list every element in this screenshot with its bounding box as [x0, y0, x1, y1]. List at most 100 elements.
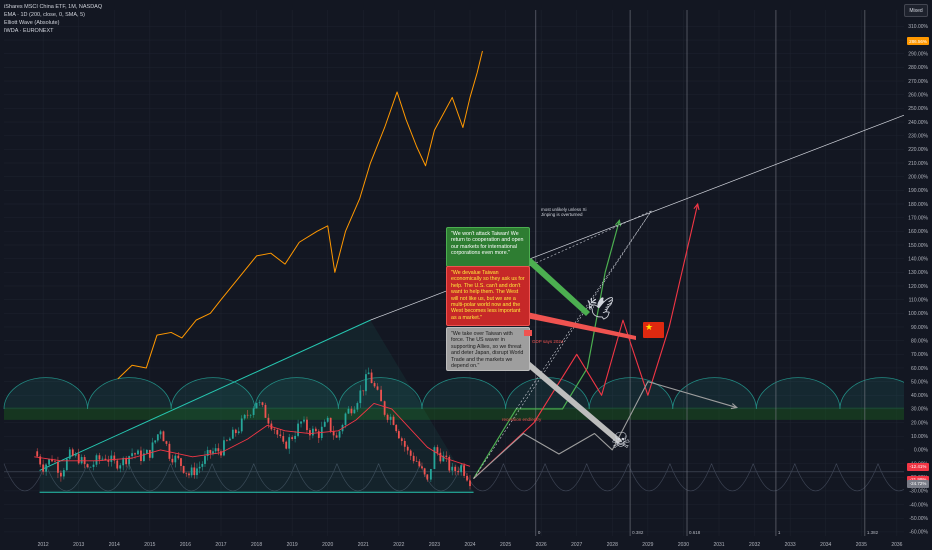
note-devaluation[interactable]: "We devalue Taiwan economically so they …: [446, 266, 530, 326]
candle-body: [439, 452, 442, 462]
mode-button[interactable]: Mixed: [904, 4, 928, 17]
series-line-5: [473, 381, 737, 480]
candle-body: [418, 461, 421, 467]
x-tick-label: 2027: [571, 542, 582, 548]
cycle-arcs: [3, 377, 924, 492]
candle-body: [317, 431, 320, 438]
x-tick-label: 2028: [607, 542, 618, 548]
x-axis[interactable]: 2012 2013 2014 2015 2016 2017 2018 2019 2020 2021…: [38, 542, 903, 548]
candle-body: [154, 440, 157, 443]
x-tick-label: 2013: [73, 542, 84, 548]
series-line-1: [34, 403, 471, 467]
candle-body: [60, 472, 62, 477]
candle-body: [344, 413, 347, 425]
candle-body: [367, 372, 370, 375]
candle-body: [291, 437, 294, 440]
cycle-wave: [3, 463, 920, 492]
y-tick-label: 220.00%: [908, 147, 928, 153]
y-tick-label: 20.00%: [911, 420, 929, 426]
candle-body: [409, 450, 412, 456]
x-tick-label: 2017: [215, 542, 226, 548]
candle-body: [463, 465, 465, 476]
series-line-4: [473, 203, 699, 480]
candle-body: [347, 408, 350, 414]
candle-body: [423, 468, 426, 475]
candle-body: [297, 423, 299, 436]
candle-body: [429, 468, 432, 480]
candle-body: [255, 402, 258, 409]
y-tick-label: 270.00%: [908, 79, 928, 85]
x-tick-label: 2026: [536, 542, 547, 548]
candle-body: [433, 447, 436, 469]
candle-body: [335, 435, 338, 438]
y-tick-label: 240.00%: [908, 120, 928, 126]
fib-label: 0: [537, 530, 541, 535]
y-tick-label: 260.00%: [908, 93, 928, 99]
x-tick-label: 2033: [785, 542, 796, 548]
symbol-title[interactable]: iShares MSCI China ETF, 1M, NASDAQ: [4, 4, 103, 10]
y-tick-label: 160.00%: [908, 229, 928, 235]
note-cooperation[interactable]: "We won't attack Taiwan! We return to co…: [446, 227, 530, 267]
candle-body: [249, 414, 252, 416]
y-axis[interactable]: -60.00%-50.00%-40.00%-30.00%-20.00%-10.0…: [904, 0, 932, 550]
indicator-elliott[interactable]: Elliott Wave (Absolute): [4, 20, 60, 26]
y-tick-label: 310.00%: [908, 24, 928, 30]
y-tick-label: 280.00%: [908, 65, 928, 71]
candle-body: [45, 464, 47, 472]
candles: [36, 367, 471, 490]
candle-body: [143, 453, 145, 462]
candle-body: [395, 424, 398, 432]
candle-body: [42, 464, 45, 472]
x-tick-label: 2032: [749, 542, 760, 548]
candle-body: [267, 417, 270, 424]
candle-body: [309, 430, 311, 436]
candle-body: [226, 440, 228, 441]
y-tick-label: 40.00%: [911, 393, 929, 399]
y-tick-label: -50.00%: [909, 516, 928, 522]
y-tick-label: 100.00%: [908, 311, 928, 317]
connector-green: [526, 258, 590, 316]
candle-body: [300, 421, 302, 424]
candle-body: [400, 438, 403, 441]
y-tick-label: 200.00%: [908, 174, 928, 180]
x-tick-label: 2018: [251, 542, 262, 548]
x-tick-label: 2016: [180, 542, 191, 548]
y-tick-label: 10.00%: [911, 434, 929, 440]
connector-gray: [526, 361, 622, 444]
candle-body: [77, 453, 80, 464]
indicator-ema[interactable]: EMA · 1D (200, close, 0, SMA, 5): [4, 12, 86, 18]
candle-body: [365, 374, 367, 392]
support-band: [4, 407, 904, 420]
candle-body: [193, 467, 196, 476]
candle-body: [201, 463, 204, 467]
x-tick-label: 2019: [287, 542, 298, 548]
candle-body: [294, 435, 297, 440]
fib-label: 0.618: [689, 530, 701, 535]
candle-body: [282, 436, 285, 442]
candle-body: [95, 455, 98, 465]
candle-body: [104, 458, 107, 460]
y-tick-label: -40.00%: [909, 502, 928, 508]
candle-body: [159, 431, 162, 435]
candle-body: [338, 431, 341, 438]
candle-body: [36, 451, 39, 457]
candle-body: [376, 386, 379, 390]
indicator-iwda[interactable]: IWDA · EURONEXT: [4, 28, 54, 34]
candle-body: [406, 446, 409, 451]
candle-body: [279, 434, 282, 437]
note-force[interactable]: "We take over Taiwan with force. The US …: [446, 327, 530, 371]
candle-body: [113, 455, 116, 461]
candle-body: [214, 448, 217, 452]
candle-body: [466, 475, 468, 481]
candle-body: [326, 417, 329, 422]
x-tick-label: 2023: [429, 542, 440, 548]
candle-body: [370, 372, 373, 384]
x-tick-label: 2024: [464, 542, 475, 548]
cycle-arc-fill: [4, 377, 924, 409]
y-tick-label: 60.00%: [911, 366, 929, 372]
candle-body: [223, 440, 225, 456]
candle-body: [311, 428, 314, 436]
candle-body: [454, 466, 457, 472]
price-tag: -12.41%: [907, 462, 929, 471]
